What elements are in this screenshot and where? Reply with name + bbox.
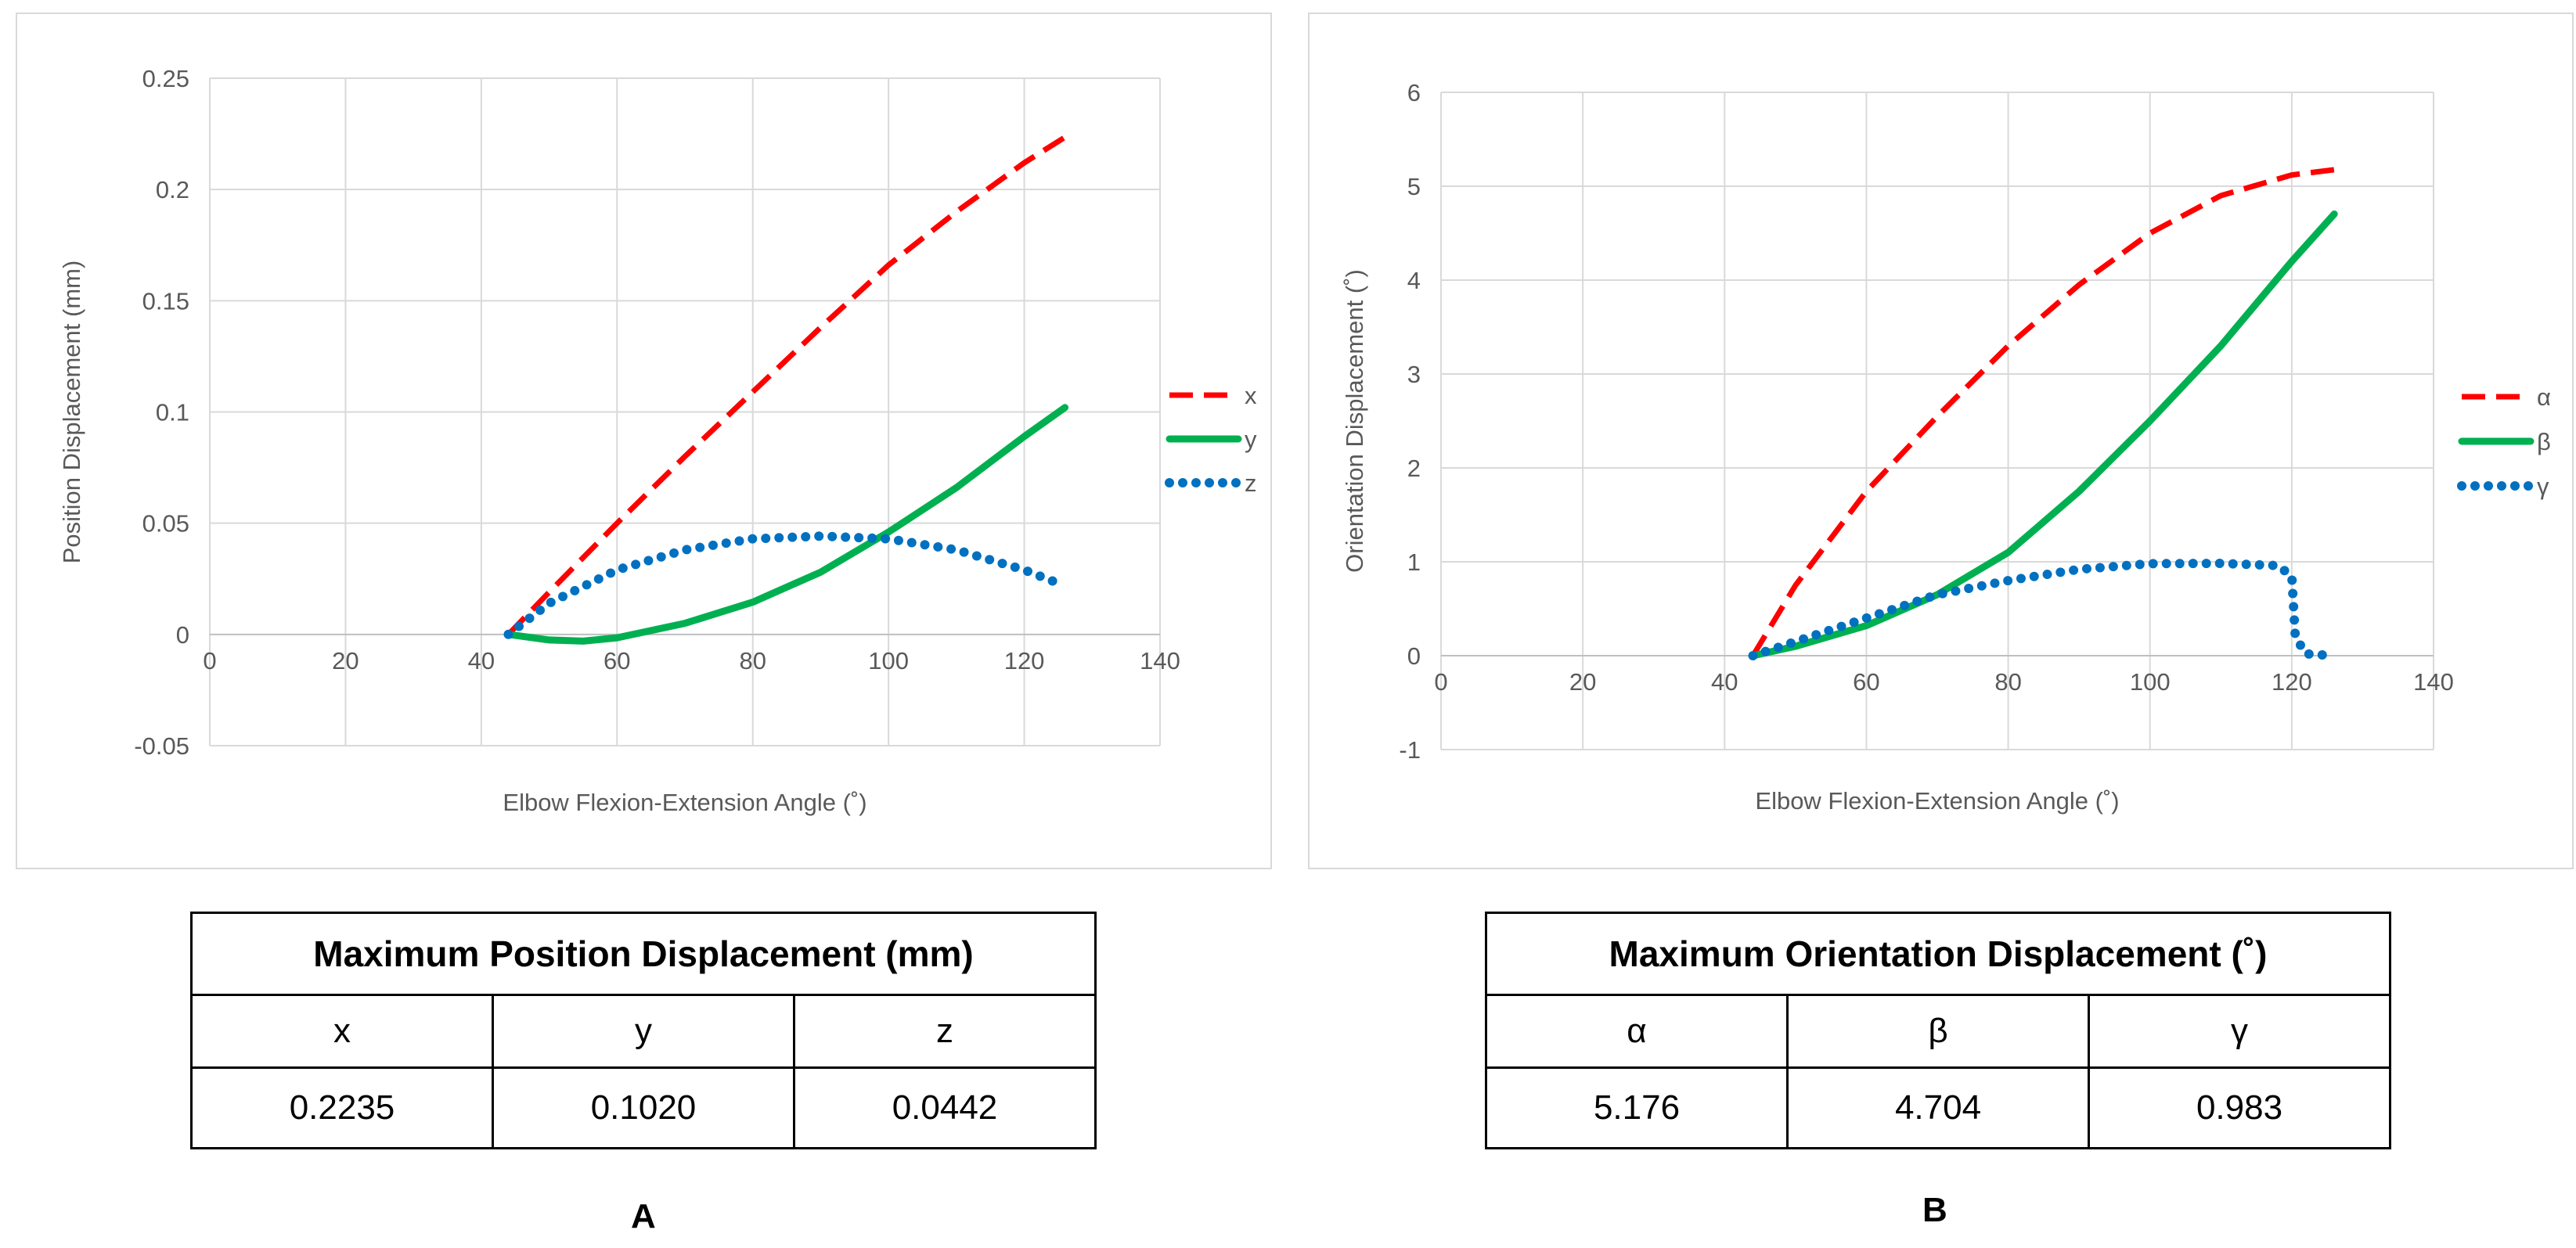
table-value-cell: 0.2235 bbox=[190, 1066, 494, 1149]
y-tick-label: 6 bbox=[1407, 79, 1421, 106]
chart-b: 0 20 40 60 80 100 120 140 -1 0 1 2 3 4 5 6 Elbow Flexion… bbox=[1341, 79, 2551, 815]
x-tick-label: 40 bbox=[468, 647, 495, 674]
legend-label-β: β bbox=[2537, 428, 2551, 455]
x-tick-label: 20 bbox=[332, 647, 358, 674]
series-line-x bbox=[506, 135, 1067, 637]
series-line-β bbox=[1749, 210, 2338, 660]
y-tick-label: 3 bbox=[1407, 361, 1421, 388]
y-tick-label: 5 bbox=[1407, 173, 1421, 200]
x-tick-label: 40 bbox=[1711, 668, 1738, 696]
table-header-cell: x bbox=[190, 994, 494, 1069]
table-value-cell: 5.176 bbox=[1485, 1066, 1789, 1149]
x-tick-label: 20 bbox=[1569, 668, 1596, 696]
x-tick-label: 100 bbox=[2130, 668, 2171, 696]
x-tick-label: 60 bbox=[603, 647, 630, 674]
x-tick-label: 140 bbox=[1140, 647, 1180, 674]
y-tick-label: 0 bbox=[1407, 642, 1421, 670]
y-tick-label: 1 bbox=[1407, 548, 1421, 576]
table-value-cell: 4.704 bbox=[1786, 1066, 2090, 1149]
x-tick-label: 140 bbox=[2413, 668, 2454, 696]
x-tick-label: 80 bbox=[739, 647, 766, 674]
x-axis-title: Elbow Flexion-Extension Angle (˚) bbox=[1755, 787, 2119, 815]
table-header-cell: γ bbox=[2088, 994, 2391, 1069]
x-axis-title: Elbow Flexion-Extension Angle (˚) bbox=[503, 789, 866, 816]
x-tick-label: 60 bbox=[1853, 668, 1879, 696]
legend-label-γ: γ bbox=[2537, 473, 2549, 500]
legend-label-z: z bbox=[1245, 469, 1257, 497]
y-tick-label: -1 bbox=[1399, 736, 1421, 764]
y-tick-label: -0.05 bbox=[134, 732, 189, 760]
panel-label-b: B bbox=[1922, 1191, 1947, 1229]
y-tick-label: 2 bbox=[1407, 455, 1421, 482]
legend-label-y: y bbox=[1245, 426, 1257, 453]
panel-label-a: A bbox=[631, 1197, 656, 1235]
y-tick-label: 0.15 bbox=[142, 287, 189, 315]
y-tick-label: 0.05 bbox=[142, 510, 189, 538]
table-title: Maximum Orientation Displacement (˚) bbox=[1485, 912, 2391, 996]
y-tick-label: 0 bbox=[176, 621, 189, 649]
x-tick-label: 100 bbox=[868, 647, 909, 674]
table-value-cell: 0.983 bbox=[2088, 1066, 2391, 1149]
chart-panel-a: 0 20 40 60 80 100 120 140 -0.05 0 0.05 0.1 0.15 0.2 0.… bbox=[16, 13, 1272, 869]
table-header-cell: z bbox=[793, 994, 1097, 1069]
chart-panel-b: 0 20 40 60 80 100 120 140 -1 0 1 2 3 4 5 6 Elbow Flexion… bbox=[1308, 13, 2574, 869]
y-tick-label: 0.1 bbox=[156, 399, 189, 426]
chart-a: 0 20 40 60 80 100 120 140 -0.05 0 0.05 0.1 0.15 0.2 0.… bbox=[58, 65, 1257, 816]
x-tick-label: 120 bbox=[1004, 647, 1045, 674]
max-orientation-table: Maximum Orientation Displacement (˚) α β… bbox=[1485, 912, 2391, 1149]
legend-label-x: x bbox=[1245, 382, 1257, 409]
x-tick-label: 0 bbox=[1434, 668, 1447, 696]
series-line-z bbox=[503, 531, 1063, 639]
x-tick-label: 80 bbox=[1994, 668, 2021, 696]
table-header-cell: y bbox=[492, 994, 795, 1069]
max-position-table: Maximum Position Displacement (mm) x y z… bbox=[190, 912, 1097, 1149]
series-line-y bbox=[505, 404, 1069, 645]
series-line-α bbox=[1750, 167, 2335, 657]
y-tick-label: 0.2 bbox=[156, 176, 189, 203]
table-value-cell: 0.1020 bbox=[492, 1066, 795, 1149]
x-tick-label: 0 bbox=[203, 647, 216, 674]
y-axis-title: Position Displacement (mm) bbox=[58, 261, 85, 564]
x-tick-label: 120 bbox=[2272, 668, 2312, 696]
table-value-cell: 0.0442 bbox=[793, 1066, 1097, 1149]
table-title: Maximum Position Displacement (mm) bbox=[190, 912, 1097, 996]
legend-label-α: α bbox=[2537, 383, 2551, 411]
table-header-cell: α bbox=[1485, 994, 1789, 1069]
y-axis-title: Orientation Displacement (˚) bbox=[1341, 269, 1368, 573]
y-tick-label: 0.25 bbox=[142, 65, 189, 92]
series-line-γ bbox=[1748, 559, 2340, 660]
y-tick-label: 4 bbox=[1407, 267, 1421, 294]
table-header-cell: β bbox=[1786, 994, 2090, 1069]
